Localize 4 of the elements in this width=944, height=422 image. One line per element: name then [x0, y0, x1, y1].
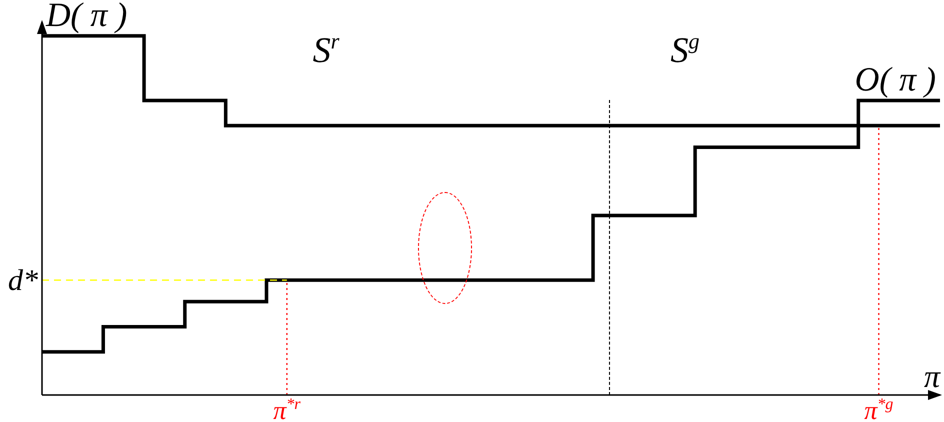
series-label: O( π )	[854, 62, 936, 99]
legend-label: D( π )	[45, 0, 128, 34]
ref-line-label: d*	[8, 264, 38, 298]
x-axis-title: π	[924, 358, 941, 394]
